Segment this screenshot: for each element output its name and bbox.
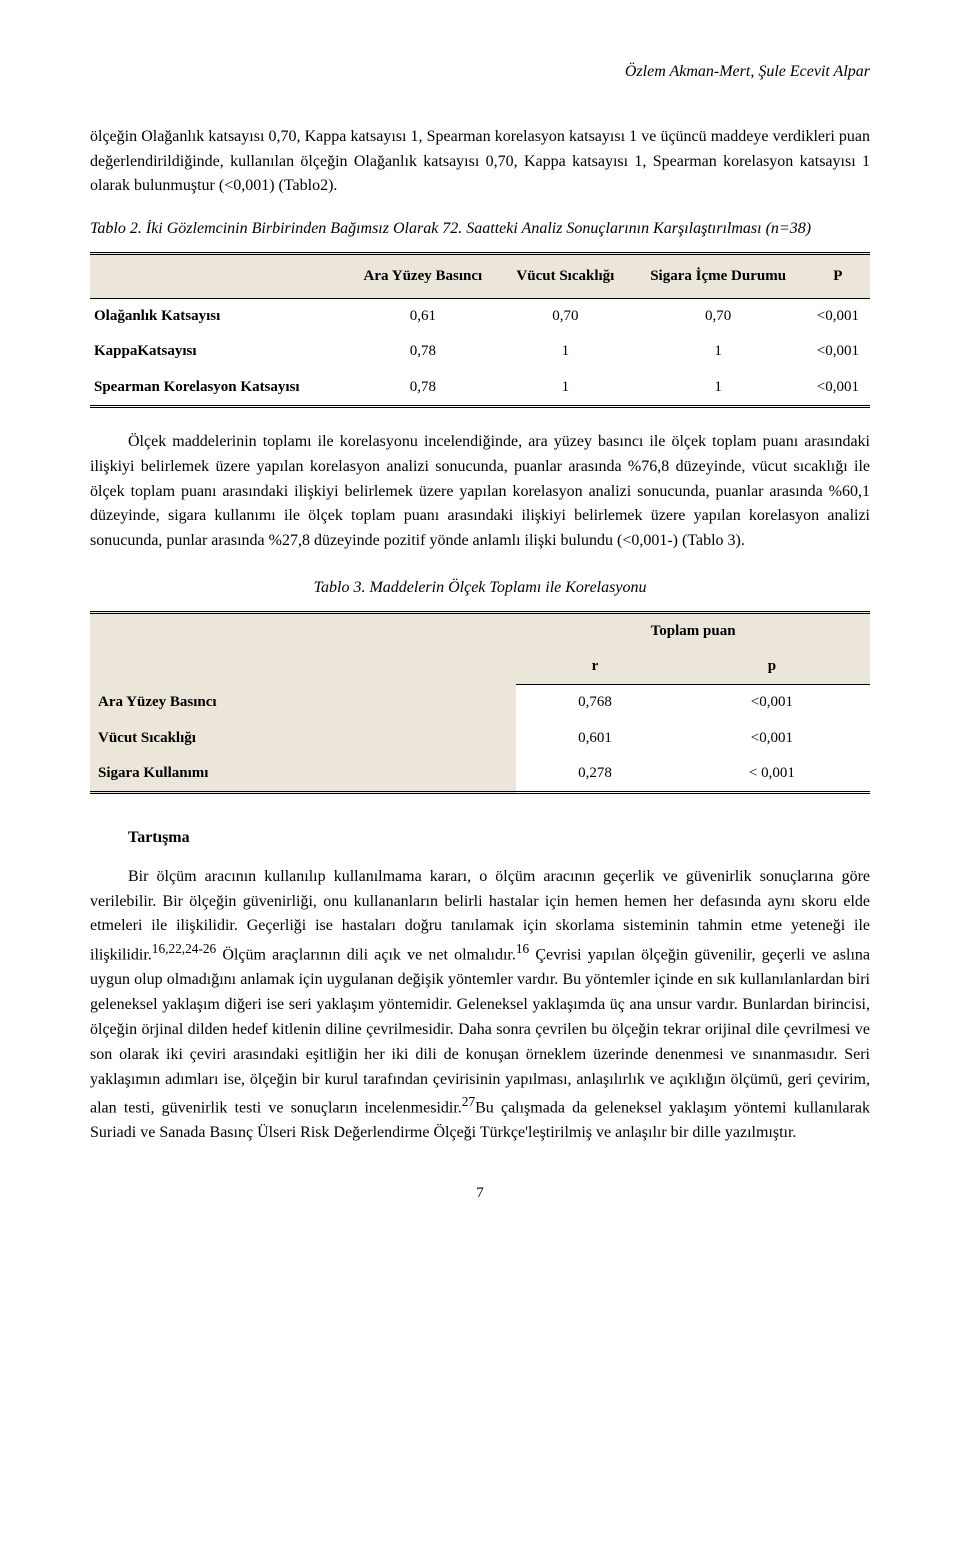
p3-sup2: 16 bbox=[516, 941, 529, 956]
p3-part3: Çevrisi yapılan ölçeğin güvenilir, geçer… bbox=[90, 947, 870, 1117]
paragraph-1: ölçeğin Olağanlık katsayısı 0,70, Kappa … bbox=[90, 125, 870, 199]
t2-r2c2: 1 bbox=[500, 370, 630, 407]
table-3: Toplam puan r p Ara Yüzey Basıncı 0,768 … bbox=[90, 611, 870, 794]
table-row: Ara Yüzey Basıncı 0,768 <0,001 bbox=[90, 685, 870, 721]
paragraph-3: Bir ölçüm aracının kullanılıp kullanılma… bbox=[90, 865, 870, 1146]
t3-span-header: Toplam puan bbox=[516, 612, 870, 649]
table3-caption: Tablo 3. Maddelerin Ölçek Toplamı ile Ko… bbox=[90, 576, 870, 601]
t2-r0c0: Olağanlık Katsayısı bbox=[90, 299, 345, 335]
t2-head-col2: Vücut Sıcaklığı bbox=[500, 253, 630, 298]
p3-sup3: 27 bbox=[462, 1094, 475, 1109]
t2-head-col3: Sigara İçme Durumu bbox=[631, 253, 806, 298]
t3-sub-r: r bbox=[516, 649, 674, 685]
t3-head-empty bbox=[90, 612, 516, 685]
table-row: Sigara Kullanımı 0,278 < 0,001 bbox=[90, 756, 870, 793]
p3-part2: Ölçüm araçlarının dili açık ve net olmal… bbox=[216, 947, 516, 964]
running-head: Özlem Akman-Mert, Şule Ecevit Alpar bbox=[90, 60, 870, 85]
t2-r2c3: 1 bbox=[631, 370, 806, 407]
t2-r1c3: 1 bbox=[631, 334, 806, 369]
t2-r0c1: 0,61 bbox=[345, 299, 500, 335]
section-heading: Tartışma bbox=[90, 826, 870, 851]
t3-r0c2: <0,001 bbox=[674, 685, 870, 721]
t2-r2c1: 0,78 bbox=[345, 370, 500, 407]
page-number: 7 bbox=[90, 1182, 870, 1205]
t2-r0c3: 0,70 bbox=[631, 299, 806, 335]
t3-sub-p: p bbox=[674, 649, 870, 685]
t3-r1c0: Vücut Sıcaklığı bbox=[90, 721, 516, 756]
table-row: Spearman Korelasyon Katsayısı 0,78 1 1 <… bbox=[90, 370, 870, 407]
t2-r2c4: <0,001 bbox=[806, 370, 870, 407]
t3-r1c1: 0,601 bbox=[516, 721, 674, 756]
t2-r1c2: 1 bbox=[500, 334, 630, 369]
t3-r2c0: Sigara Kullanımı bbox=[90, 756, 516, 793]
page-container: Özlem Akman-Mert, Şule Ecevit Alpar ölçe… bbox=[0, 0, 960, 1255]
t2-r1c1: 0,78 bbox=[345, 334, 500, 369]
t2-head-col4: P bbox=[806, 253, 870, 298]
table2-caption: Tablo 2. İki Gözlemcinin Birbirinden Bağ… bbox=[90, 217, 870, 242]
table-2: Ara Yüzey Basıncı Vücut Sıcaklığı Sigara… bbox=[90, 252, 870, 408]
t2-r0c4: <0,001 bbox=[806, 299, 870, 335]
p3-sup1: 16,22,24-26 bbox=[152, 941, 216, 956]
t3-r2c2: < 0,001 bbox=[674, 756, 870, 793]
t2-r2c0: Spearman Korelasyon Katsayısı bbox=[90, 370, 345, 407]
table-row: Olağanlık Katsayısı 0,61 0,70 0,70 <0,00… bbox=[90, 299, 870, 335]
t3-r0c1: 0,768 bbox=[516, 685, 674, 721]
t2-r1c0: KappaKatsayısı bbox=[90, 334, 345, 369]
t3-r2c1: 0,278 bbox=[516, 756, 674, 793]
t2-head-empty bbox=[90, 253, 345, 298]
t3-r1c2: <0,001 bbox=[674, 721, 870, 756]
t2-r1c4: <0,001 bbox=[806, 334, 870, 369]
table-row: KappaKatsayısı 0,78 1 1 <0,001 bbox=[90, 334, 870, 369]
t2-head-col1: Ara Yüzey Basıncı bbox=[345, 253, 500, 298]
paragraph-2: Ölçek maddelerinin toplamı ile korelasyo… bbox=[90, 430, 870, 554]
t3-r0c0: Ara Yüzey Basıncı bbox=[90, 685, 516, 721]
table-row: Vücut Sıcaklığı 0,601 <0,001 bbox=[90, 721, 870, 756]
t2-r0c2: 0,70 bbox=[500, 299, 630, 335]
